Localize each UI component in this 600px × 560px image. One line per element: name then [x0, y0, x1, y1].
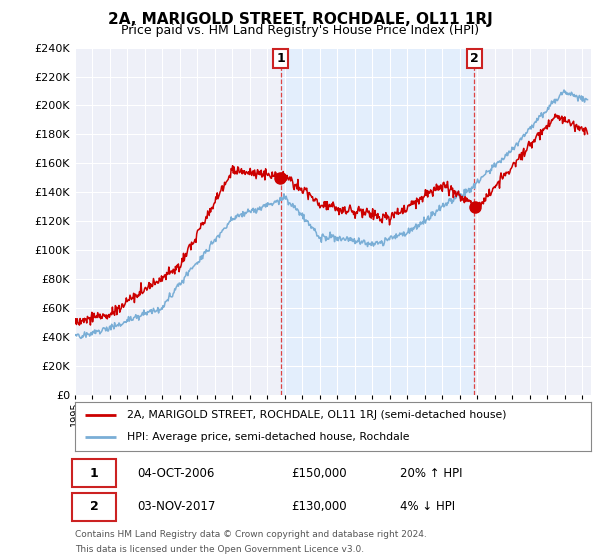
Text: 2: 2: [90, 500, 98, 514]
Text: Contains HM Land Registry data © Crown copyright and database right 2024.: Contains HM Land Registry data © Crown c…: [75, 530, 427, 539]
FancyBboxPatch shape: [73, 459, 116, 487]
Text: 04-OCT-2006: 04-OCT-2006: [137, 466, 214, 480]
FancyBboxPatch shape: [73, 493, 116, 521]
Bar: [281, 48, 475, 395]
Text: 2: 2: [470, 52, 479, 65]
Text: Price paid vs. HM Land Registry's House Price Index (HPI): Price paid vs. HM Land Registry's House …: [121, 24, 479, 37]
Text: 2A, MARIGOLD STREET, ROCHDALE, OL11 1RJ: 2A, MARIGOLD STREET, ROCHDALE, OL11 1RJ: [107, 12, 493, 27]
Text: HPI: Average price, semi-detached house, Rochdale: HPI: Average price, semi-detached house,…: [127, 432, 409, 442]
Text: £130,000: £130,000: [292, 500, 347, 514]
Text: 1: 1: [276, 52, 285, 65]
Text: 20% ↑ HPI: 20% ↑ HPI: [400, 466, 463, 480]
Text: This data is licensed under the Open Government Licence v3.0.: This data is licensed under the Open Gov…: [75, 545, 364, 554]
Text: 4% ↓ HPI: 4% ↓ HPI: [400, 500, 455, 514]
Text: 03-NOV-2017: 03-NOV-2017: [137, 500, 215, 514]
Text: 2A, MARIGOLD STREET, ROCHDALE, OL11 1RJ (semi-detached house): 2A, MARIGOLD STREET, ROCHDALE, OL11 1RJ …: [127, 410, 506, 421]
Text: £150,000: £150,000: [292, 466, 347, 480]
Text: 1: 1: [90, 466, 98, 480]
